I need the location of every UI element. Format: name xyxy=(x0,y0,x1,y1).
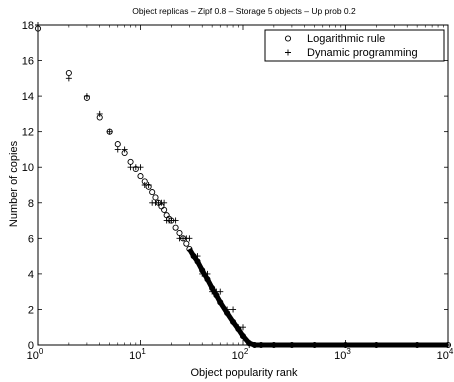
marker-plus xyxy=(83,93,90,100)
y-tick-label: 4 xyxy=(28,269,34,281)
marker-plus xyxy=(127,164,134,171)
y-tick-label: 0 xyxy=(28,340,34,352)
legend-label-series-1: Logarithmic rule xyxy=(307,33,385,45)
legend-marker-circle xyxy=(284,35,292,42)
x-tick-base: 10 xyxy=(334,350,346,362)
y-tick-labels: 0 2 4 6 8 10 12 14 16 18 xyxy=(22,20,34,352)
marker-circle xyxy=(172,224,179,231)
y-tick-label: 12 xyxy=(22,127,34,139)
chart-title: Object replicas – Zipf 0.8 – Storage 5 o… xyxy=(132,6,356,16)
y-tick-label: 8 xyxy=(28,198,34,210)
y-tick-label: 18 xyxy=(22,20,34,32)
x-tick-label: 104 xyxy=(437,347,454,362)
marker-plus xyxy=(172,217,179,224)
x-tick-label: 102 xyxy=(232,347,249,362)
x-tick-label: 101 xyxy=(129,347,146,362)
x-tick-exponent: 1 xyxy=(141,347,146,356)
x-tick-base: 10 xyxy=(232,350,244,362)
marker-plus xyxy=(65,75,72,82)
y-tick-label: 2 xyxy=(28,304,34,316)
data-marks xyxy=(34,22,452,349)
marker-plus xyxy=(186,235,193,242)
marker-plus xyxy=(96,110,103,117)
x-tick-exponent: 0 xyxy=(39,347,44,356)
legend-box xyxy=(264,29,445,62)
x-tick-base: 10 xyxy=(27,350,39,362)
x-tick-labels: 100 101 102 103 104 xyxy=(27,347,454,362)
x-tick-exponent: 3 xyxy=(346,347,351,356)
marker-plus xyxy=(240,324,246,331)
marker-plus xyxy=(145,182,152,188)
marker-plus xyxy=(161,199,168,206)
x-tick-exponent: 2 xyxy=(244,347,249,356)
plot-area xyxy=(37,24,449,346)
y-tick-label: 10 xyxy=(22,162,34,174)
x-tick-base: 10 xyxy=(129,350,141,362)
legend-marker-plus xyxy=(285,49,291,56)
legend: Logarithmic rule Dynamic programming xyxy=(264,29,445,62)
legend-label-series-2: Dynamic programming xyxy=(307,47,418,59)
x-tick-base: 10 xyxy=(437,350,449,362)
marker-plus xyxy=(217,288,224,295)
marker-plus xyxy=(137,164,144,171)
marker-plus xyxy=(106,128,113,135)
marker-plus xyxy=(121,146,128,153)
x-axis-label: Object popularity rank xyxy=(191,367,298,379)
x-tick-label: 100 xyxy=(27,347,44,362)
marker-circle xyxy=(149,189,156,196)
marker-plus xyxy=(114,146,121,153)
marker-plus xyxy=(35,22,41,28)
y-axis-label: Number of copies xyxy=(8,140,20,227)
dense-markers-band xyxy=(187,247,448,348)
marker-plus xyxy=(230,306,237,313)
y-tick-label: 16 xyxy=(22,56,34,68)
x-tick-label: 103 xyxy=(334,347,351,362)
y-tick-label: 14 xyxy=(22,91,34,103)
y-tick-label: 6 xyxy=(28,233,34,245)
marker-circle xyxy=(137,173,144,180)
x-tick-exponent: 4 xyxy=(449,347,454,356)
marker-circle xyxy=(161,206,168,213)
